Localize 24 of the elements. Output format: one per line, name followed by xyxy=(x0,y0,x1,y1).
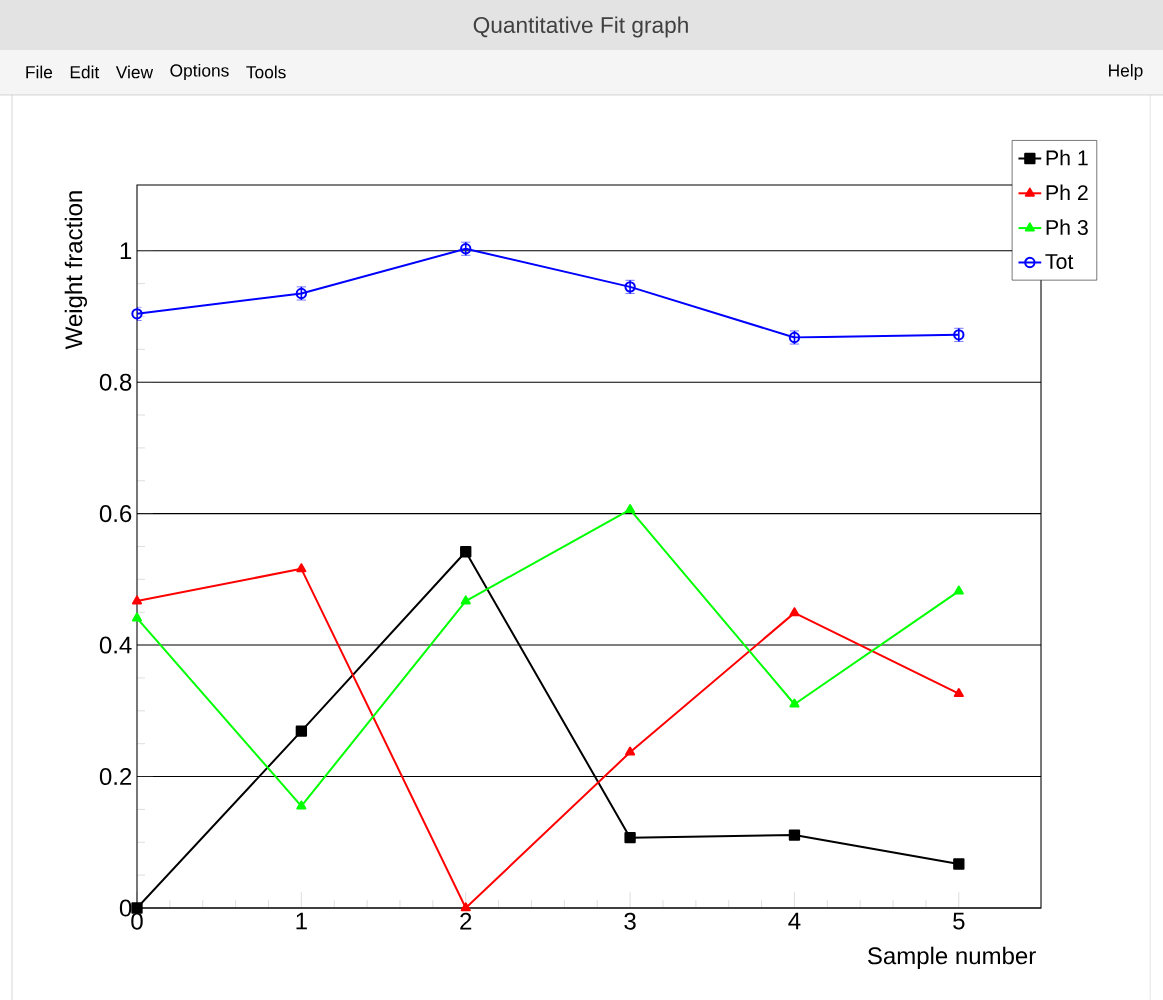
chart-title: Quantitative Fit graph xyxy=(473,16,688,38)
text: View xyxy=(115,65,154,79)
legend-label: Ph 2 xyxy=(1046,184,1088,201)
x-tick-label: 4 xyxy=(788,912,801,930)
y-tick-label: 1 xyxy=(120,242,132,259)
x-tick-label: 1 xyxy=(296,912,307,930)
y-axis-title: Weight fraction xyxy=(64,191,88,350)
x-tick-label: 2 xyxy=(460,912,472,930)
y-tick-label: 0.4 xyxy=(99,636,132,654)
text: Tools xyxy=(246,65,286,79)
legend-label: Tot xyxy=(1045,254,1074,270)
legend-label: Ph 3 xyxy=(1046,219,1088,236)
x-tick-label: 5 xyxy=(953,912,965,930)
x-tick-label: 3 xyxy=(624,912,636,930)
x-tick-label: 0 xyxy=(131,912,143,930)
text: Edit xyxy=(70,65,100,79)
y-tick-label: 0.6 xyxy=(99,505,132,523)
y-tick-label: 0.2 xyxy=(99,768,132,786)
legend-label: Ph 1 xyxy=(1046,149,1088,166)
text: Options xyxy=(170,63,229,81)
x-axis-title: Sample number xyxy=(867,946,1036,970)
text: File xyxy=(26,65,53,79)
y-tick-label: 0.8 xyxy=(99,373,132,391)
text: Help xyxy=(1109,63,1143,81)
